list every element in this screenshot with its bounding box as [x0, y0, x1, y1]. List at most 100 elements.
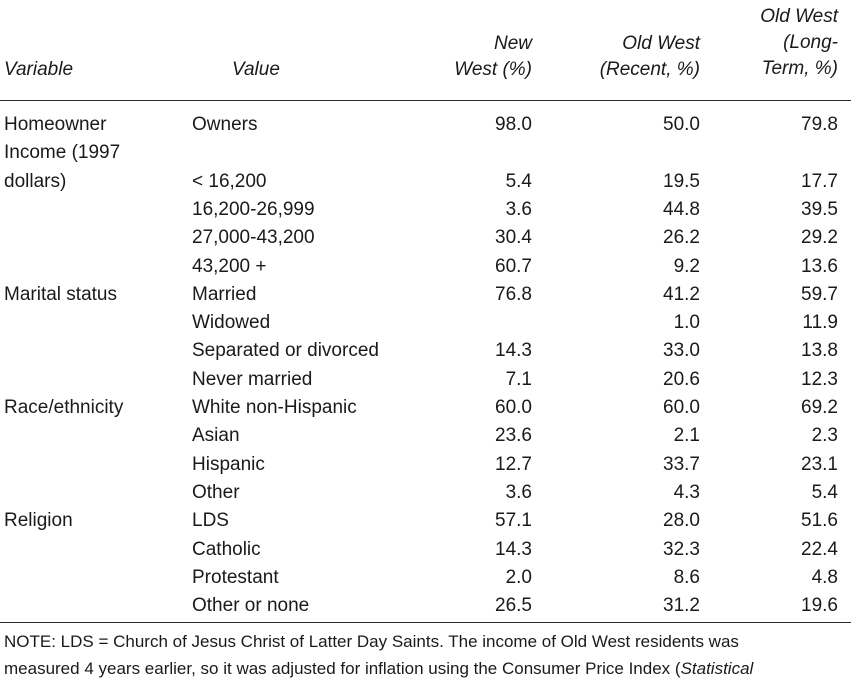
- table-row: Homeowner Owners 98.0 50.0 79.8: [0, 111, 851, 139]
- cell-new-west: 3.6: [505, 198, 532, 220]
- table-row: Hispanic 12.7 33.7 23.1: [0, 451, 851, 479]
- header-old-west-recent-line1: Old West: [622, 33, 700, 54]
- cell-new-west: 76.8: [495, 283, 532, 305]
- cell-old-west-long-term: 39.5: [801, 198, 838, 220]
- cell-new-west: 3.6: [505, 481, 532, 503]
- cell-old-west-recent: 32.3: [663, 538, 700, 560]
- cell-value: 43,200 +: [192, 255, 267, 277]
- cell-old-west-recent: 33.0: [663, 340, 700, 362]
- table-row: Protestant 2.0 8.6 4.8: [0, 564, 851, 592]
- table-row: Other 3.6 4.3 5.4: [0, 479, 851, 507]
- cell-old-west-recent: 20.6: [663, 368, 700, 390]
- cell-new-west: 14.3: [495, 340, 532, 362]
- cell-value: Widowed: [192, 312, 271, 334]
- cell-old-west-long-term: 4.8: [811, 566, 838, 588]
- cell-value: 27,000-43,200: [192, 227, 315, 249]
- table-row: Separated or divorced 14.3 33.0 13.8: [0, 337, 851, 365]
- table-row: 27,000-43,200 30.4 26.2 29.2: [0, 224, 851, 252]
- cell-old-west-long-term: 69.2: [801, 397, 838, 418]
- cell-variable: Religion: [4, 510, 73, 532]
- header-value: Value: [232, 59, 280, 80]
- header-new-west-line1: New: [493, 33, 532, 54]
- cell-value: LDS: [192, 510, 229, 532]
- note-line-2: measured 4 years earlier, so it was adju…: [4, 655, 850, 682]
- cell-value: Married: [192, 283, 257, 305]
- table-row: Asian 23.6 2.1 2.3: [0, 422, 851, 450]
- cell-old-west-recent: 1.0: [673, 312, 700, 334]
- cell-old-west-recent: 31.2: [663, 595, 700, 617]
- note-line-2-italic: Statistical: [680, 659, 754, 678]
- table-top-rule: [0, 100, 851, 101]
- cell-old-west-long-term: 13.8: [801, 340, 838, 362]
- cell-new-west: 26.5: [495, 595, 532, 617]
- cell-value: < 16,200: [192, 170, 267, 192]
- table-row: Never married 7.1 20.6 12.3: [0, 366, 851, 394]
- cell-old-west-long-term: 2.3: [811, 425, 838, 447]
- table-bottom-rule: [0, 622, 851, 623]
- cell-old-west-long-term: 23.1: [801, 453, 838, 475]
- table-row: 16,200-26,999 3.6 44.8 39.5: [0, 196, 851, 224]
- table-row: 43,200 + 60.7 9.2 13.6: [0, 253, 851, 281]
- cell-old-west-recent: 2.1: [673, 425, 700, 447]
- header-old-west-long-line2: (Long-: [783, 32, 838, 53]
- table-row: Other or none 26.5 31.2 19.6: [0, 592, 851, 620]
- cell-new-west: 23.6: [495, 425, 532, 447]
- cell-new-west: 14.3: [495, 538, 532, 560]
- note-line-2-text: measured 4 years earlier, so it was adju…: [4, 659, 681, 678]
- cell-old-west-recent: 19.5: [663, 170, 700, 192]
- cell-old-west-recent: 4.3: [673, 481, 700, 503]
- cell-new-west: 7.1: [505, 368, 532, 390]
- cell-value: White non-Hispanic: [192, 397, 357, 418]
- cell-old-west-recent: 44.8: [663, 198, 700, 220]
- cell-old-west-long-term: 12.3: [801, 368, 838, 390]
- cell-old-west-recent: 50.0: [663, 114, 700, 135]
- cell-old-west-long-term: 59.7: [801, 283, 838, 305]
- cell-new-west: 12.7: [495, 453, 532, 475]
- table-row: Marital status Married 76.8 41.2 59.7: [0, 281, 851, 309]
- cell-value: 16,200-26,999: [192, 198, 315, 220]
- cell-variable: Marital status: [4, 283, 117, 305]
- cell-value: Never married: [192, 368, 313, 390]
- cell-old-west-recent: 28.0: [663, 510, 700, 532]
- table-row: Income (1997: [0, 139, 851, 167]
- cell-old-west-long-term: 22.4: [801, 538, 838, 560]
- cell-new-west: 60.7: [495, 255, 532, 277]
- cell-old-west-recent: 41.2: [663, 283, 700, 305]
- cell-old-west-long-term: 13.6: [801, 255, 838, 277]
- table-row: Widowed 1.0 11.9: [0, 309, 851, 337]
- cell-old-west-long-term: 19.6: [801, 595, 838, 617]
- cell-new-west: 98.0: [495, 114, 532, 135]
- cell-new-west: 60.0: [495, 397, 532, 418]
- cell-old-west-recent: 26.2: [663, 227, 700, 249]
- cell-value: Other: [192, 481, 240, 503]
- header-old-west-long-term: Old West (Long- Term, %): [710, 4, 838, 82]
- cell-value: Catholic: [192, 538, 261, 560]
- cell-variable: Homeowner: [4, 114, 107, 135]
- cell-variable: dollars): [4, 170, 67, 192]
- cell-value: Hispanic: [192, 453, 265, 475]
- header-old-west-recent: Old West (Recent, %): [560, 31, 700, 83]
- cell-old-west-long-term: 51.6: [801, 510, 838, 532]
- table-row: Race/ethnicity White non-Hispanic 60.0 60.0…: [0, 394, 851, 422]
- cell-old-west-long-term: 5.4: [811, 481, 838, 503]
- header-old-west-long-line1: Old West: [760, 6, 838, 27]
- header-new-west: New West (%): [420, 31, 532, 83]
- table-note: NOTE: LDS = Church of Jesus Christ of La…: [4, 628, 850, 682]
- cell-value: Other or none: [192, 595, 310, 617]
- cell-new-west: 5.4: [505, 170, 532, 192]
- cell-new-west: 30.4: [495, 227, 532, 249]
- cell-value: Owners: [192, 114, 258, 135]
- cell-old-west-long-term: 29.2: [801, 227, 838, 249]
- cell-old-west-long-term: 17.7: [801, 170, 838, 192]
- cell-old-west-long-term: 11.9: [802, 312, 838, 334]
- header-new-west-line2: West (%): [454, 59, 532, 80]
- note-line-1: NOTE: LDS = Church of Jesus Christ of La…: [4, 632, 739, 651]
- cell-variable: Income (1997: [4, 142, 121, 164]
- cell-value: Asian: [192, 425, 240, 447]
- table-row: Catholic 14.3 32.3 22.4: [0, 536, 851, 564]
- header-old-west-recent-line2: (Recent, %): [599, 59, 700, 80]
- cell-old-west-long-term: 79.8: [801, 114, 838, 135]
- cell-old-west-recent: 8.6: [673, 566, 700, 588]
- table-row: dollars) < 16,200 5.4 19.5 17.7: [0, 168, 851, 196]
- header-variable: Variable: [4, 59, 74, 80]
